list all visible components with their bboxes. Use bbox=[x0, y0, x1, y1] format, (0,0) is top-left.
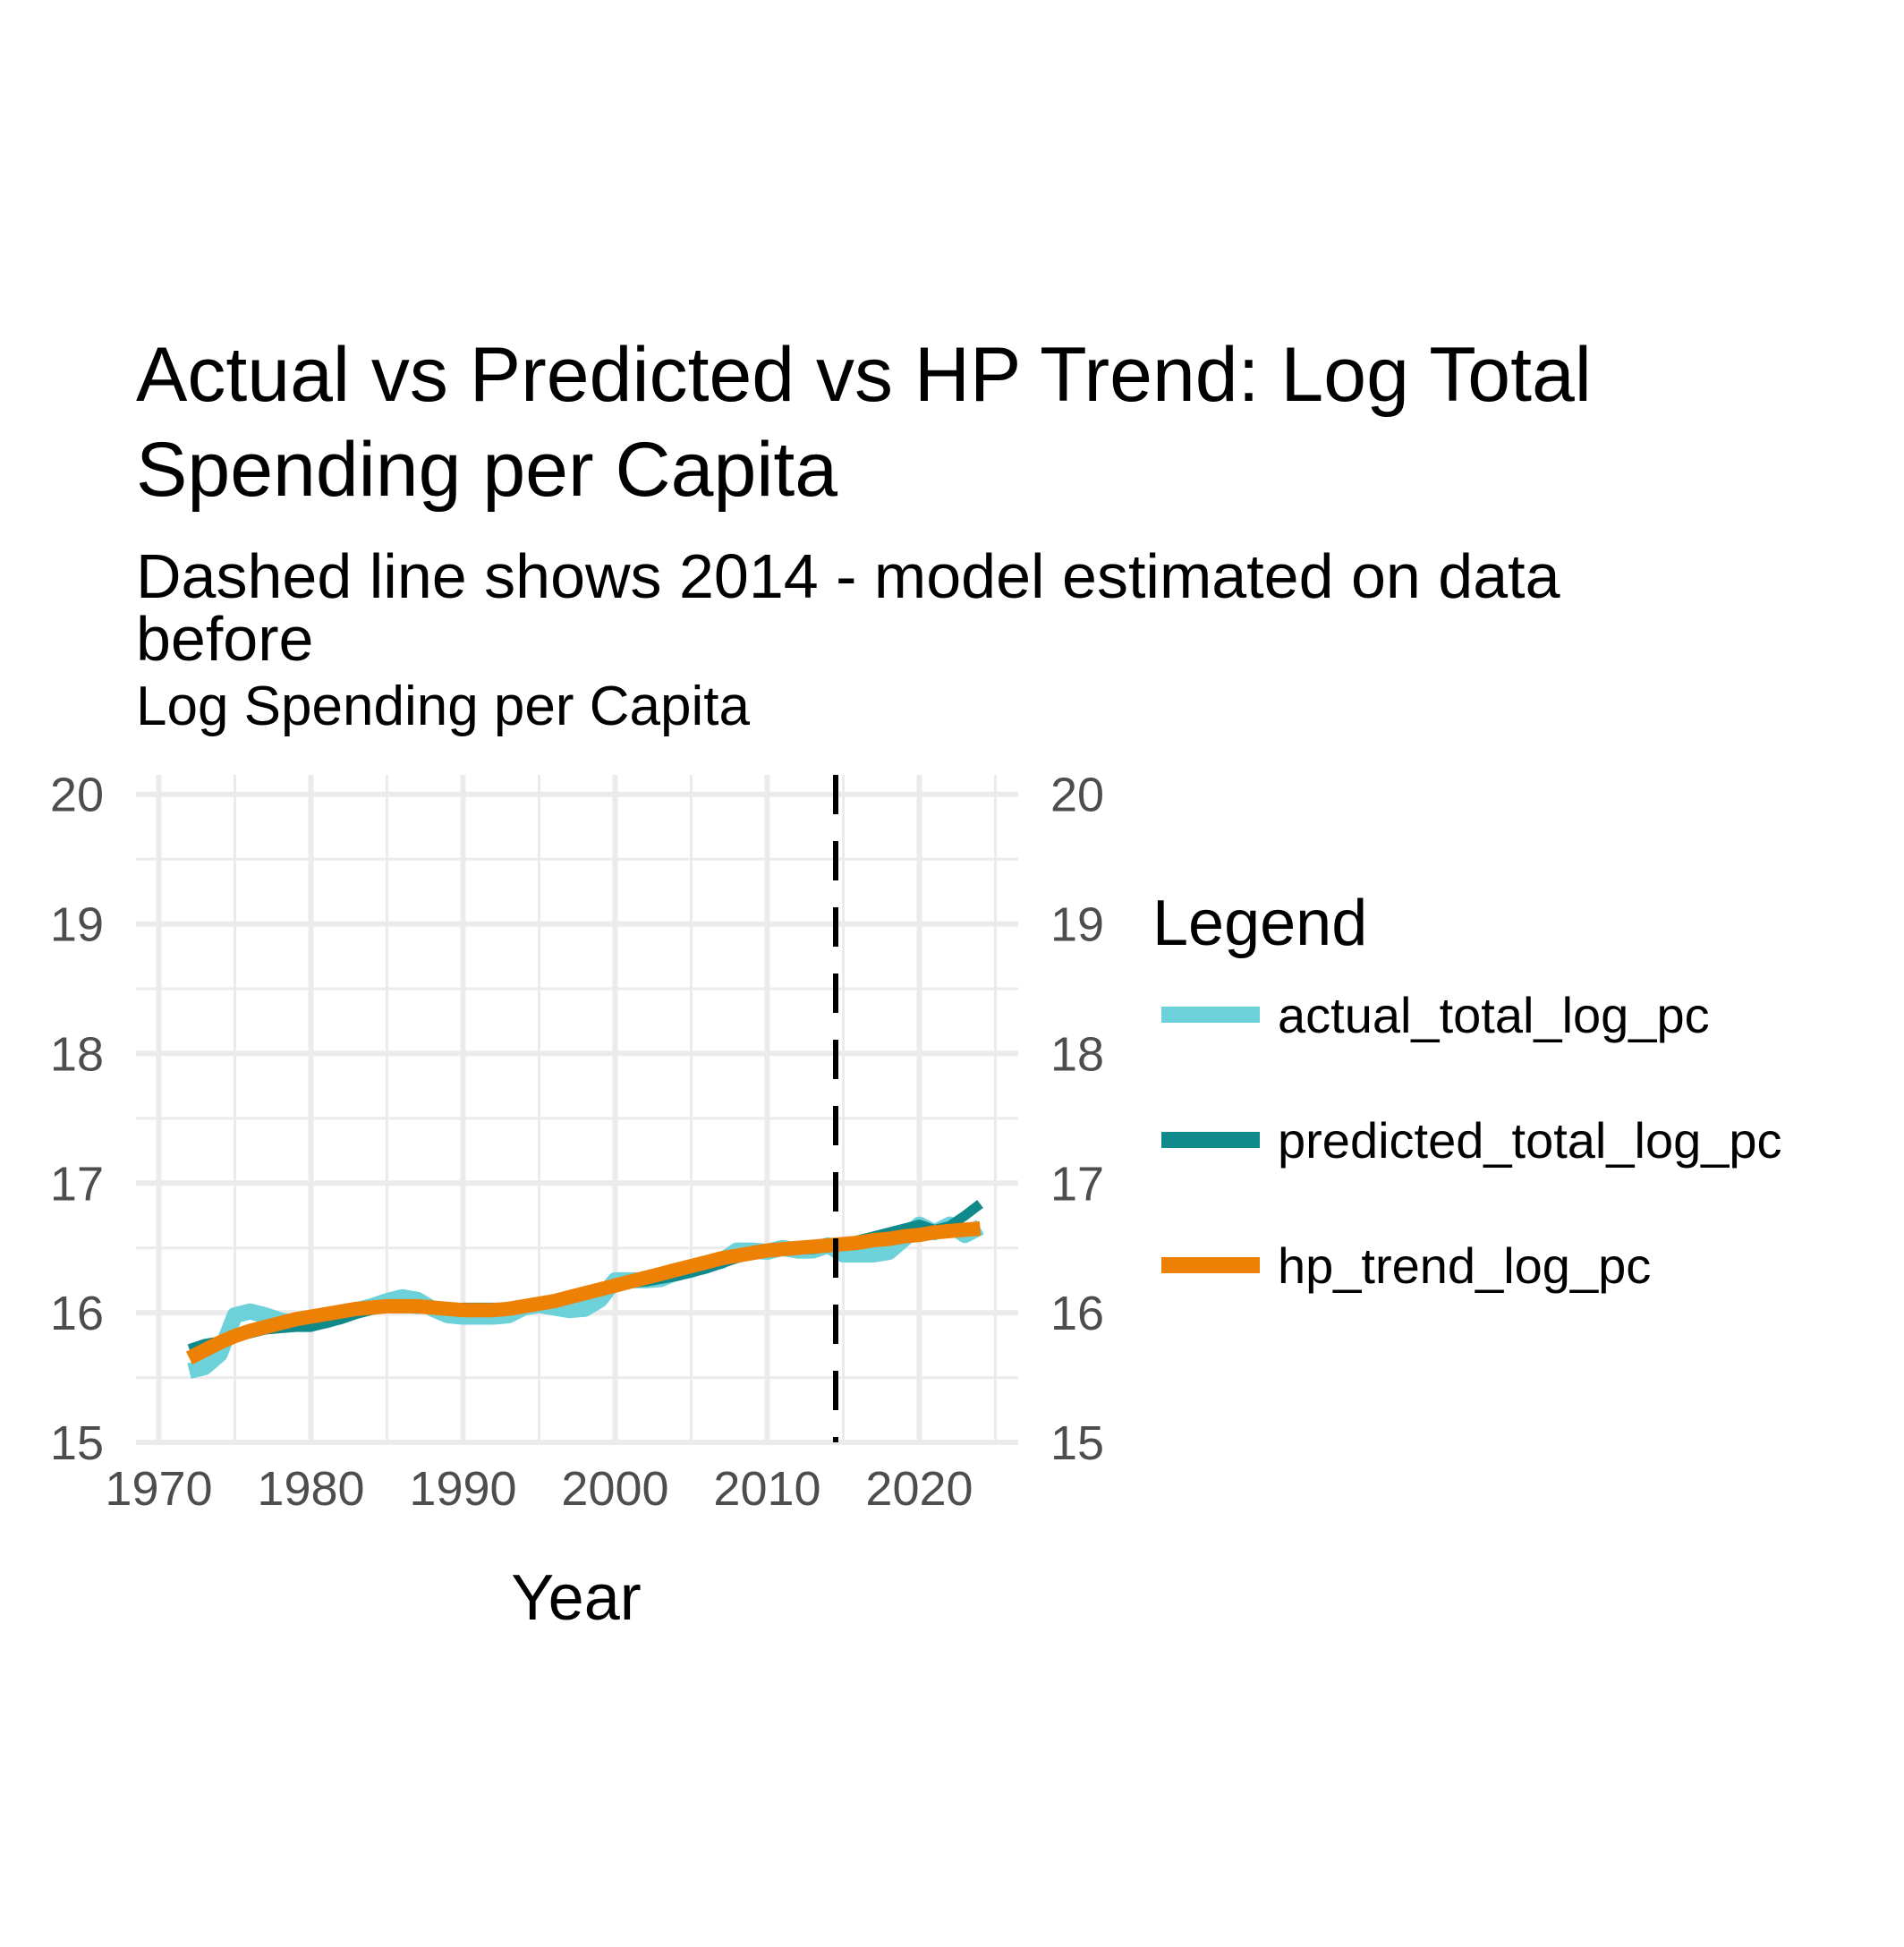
y-tick-label-right: 18 bbox=[1050, 1027, 1104, 1081]
y-tick-label-right: 17 bbox=[1050, 1157, 1104, 1211]
legend-title: Legend bbox=[1152, 888, 1367, 959]
x-axis-title: Year bbox=[511, 1562, 641, 1634]
legend: actual_total_log_pc predicted_total_log_p… bbox=[1161, 987, 1782, 1294]
y-tick-label-left: 16 bbox=[50, 1287, 104, 1340]
y-axis-title: Log Spending per Capita bbox=[136, 676, 750, 737]
chart-subtitle-line-2: before bbox=[136, 604, 313, 674]
chart-subtitle-line-1: Dashed line shows 2014 - model estimated… bbox=[136, 541, 1560, 611]
chart-title-line-2: Spending per Capita bbox=[136, 427, 837, 513]
y-tick-label-right: 20 bbox=[1050, 769, 1104, 822]
chart-title-line-1: Actual vs Predicted vs HP Trend: Log Tot… bbox=[136, 332, 1592, 418]
x-tick-labels: 1970 1980 1990 2000 2010 2020 bbox=[105, 1462, 973, 1516]
y-tick-labels-left: 15 16 17 18 19 20 bbox=[50, 769, 104, 1470]
y-tick-label-left: 20 bbox=[50, 769, 104, 822]
y-tick-label-right: 15 bbox=[1050, 1416, 1104, 1470]
legend-label-1: actual_total_log_pc bbox=[1278, 987, 1710, 1043]
y-tick-label-right: 19 bbox=[1050, 898, 1104, 952]
series-line-3 bbox=[185, 1221, 982, 1365]
x-tick-label: 2020 bbox=[865, 1462, 973, 1516]
x-tick-label: 2010 bbox=[713, 1462, 820, 1516]
y-tick-label-left: 19 bbox=[50, 898, 104, 952]
y-tick-label-right: 16 bbox=[1050, 1287, 1104, 1340]
legend-label-3: hp_trend_log_pc bbox=[1278, 1237, 1651, 1294]
x-tick-label: 1980 bbox=[257, 1462, 364, 1516]
grid-minor-lines bbox=[136, 775, 1018, 1442]
y-tick-labels-right: 15 16 17 18 19 20 bbox=[1050, 769, 1104, 1470]
legend-label-2: predicted_total_log_pc bbox=[1278, 1112, 1782, 1169]
x-tick-label: 1990 bbox=[409, 1462, 516, 1516]
x-tick-label: 1970 bbox=[105, 1462, 212, 1516]
x-tick-label: 2000 bbox=[561, 1462, 668, 1516]
y-tick-label-left: 15 bbox=[50, 1416, 104, 1470]
y-tick-label-left: 18 bbox=[50, 1027, 104, 1081]
y-tick-label-left: 17 bbox=[50, 1157, 104, 1211]
series-layer bbox=[185, 1200, 984, 1380]
